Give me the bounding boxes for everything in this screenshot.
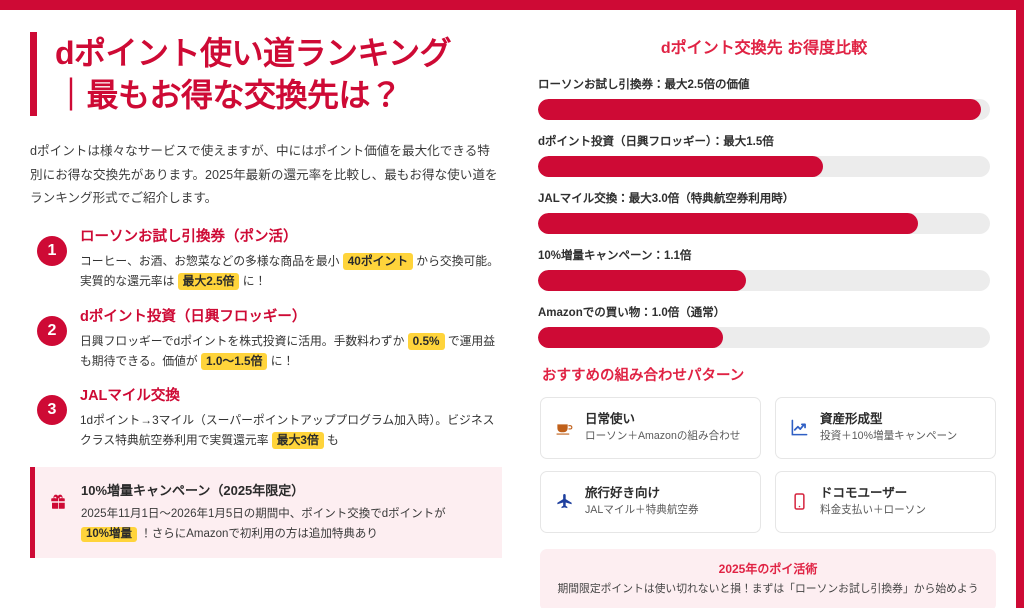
combo-section-heading: おすすめの組み合わせパターン <box>542 368 745 384</box>
ranking-item-3: 3 JALマイル交換 1dポイント→3マイル（スーパーポイントアッププログラム加… <box>30 387 502 450</box>
ranking-desc-1-part-2: から交換可能。実質的な還元率は <box>80 254 499 289</box>
bar-label: 10%増量キャンペーン：1.1倍 <box>538 250 692 262</box>
combo-name-investment: 資産形成型 <box>820 412 883 426</box>
combo-card-daily[interactable]: 日常使い ローソン＋Amazonの組み合わせ <box>540 397 761 460</box>
combo-card-daily-text: 日常使い ローソン＋Amazonの組み合わせ <box>585 411 740 444</box>
campaign-desc-part-2: ！さらにAmazonで初利用の方は追加特典あり <box>140 527 378 540</box>
content-columns: dポイント使い道ランキング ｜最もお得な交換先は？ dポイントは様々なサービスで… <box>0 10 1016 608</box>
airplane-icon <box>554 492 574 512</box>
bar-track <box>538 99 990 120</box>
ranking-desc-2: 日興フロッギーでdポイントを株式投資に活用。手数料わずか 0.5% で運用益も期… <box>80 331 502 372</box>
bar-fill <box>538 327 724 348</box>
ranking-highlight-1a: 40ポイント <box>342 253 414 271</box>
campaign-title: 10%増量キャンペーン（2025年限定） <box>81 482 305 498</box>
bar-row: Amazonでの買い物：1.0倍（通常） <box>538 304 990 348</box>
bar-label: ローソンお試し引換券：最大2.5倍の価値 <box>538 79 750 91</box>
combo-sub-docomo: 料金支払い＋ローソン <box>820 504 926 517</box>
ranking-desc-1-part-1: コーヒー、お酒、お惣菜などの多様な商品を最小 <box>80 254 340 269</box>
bar-label: Amazonでの買い物：1.0倍（通常） <box>538 307 726 319</box>
line-chart-icon <box>789 418 809 438</box>
page-title-line-2: ｜最もお得な交換先は？ <box>55 77 402 114</box>
ranking-desc-2-part-3: に！ <box>270 353 295 368</box>
bar-track <box>538 156 990 177</box>
smartphone-icon <box>789 492 809 512</box>
combo-sub-daily: ローソン＋Amazonの組み合わせ <box>585 430 741 443</box>
ranking-desc-2-part-2: で運用益も期待できる。価値が <box>80 333 496 368</box>
ranking-highlight-2b: 1.0〜1.5倍 <box>201 352 268 370</box>
ranking-title-2: dポイント投資（日興フロッギー） <box>80 308 307 325</box>
combo-name-docomo: ドコモユーザー <box>820 486 908 501</box>
right-accent-bar <box>1016 10 1024 608</box>
ranking-title-3: JALマイル交換 <box>80 388 180 405</box>
ranking-item-2: 2 dポイント投資（日興フロッギー） 日興フロッギーでdポイントを株式投資に活用… <box>30 308 502 371</box>
combo-card-investment[interactable]: 資産形成型 投資＋10%増量キャンペーン <box>775 397 996 460</box>
campaign-highlight: 10%増量 <box>81 526 138 542</box>
left-column: dポイント使い道ランキング ｜最もお得な交換先は？ dポイントは様々なサービスで… <box>0 10 530 608</box>
bar-fill <box>538 156 823 177</box>
page-title-line-1: dポイント使い道ランキング <box>55 35 452 71</box>
ranking-desc-3-part-2: も <box>327 433 339 448</box>
bar-row: ローソンお試し引換券：最大2.5倍の価値 <box>538 76 990 120</box>
ranking-desc-1-part-3: に！ <box>242 274 267 289</box>
campaign-callout: 10%増量キャンペーン（2025年限定） 2025年11月1日〜2026年1月5… <box>30 466 502 558</box>
comparison-bar-chart: ローソンお試し引換券：最大2.5倍の価値 dポイント投資（日興フロッギー）：最大1… <box>538 76 990 348</box>
combo-card-docomo[interactable]: ドコモユーザー 料金支払い＋ローソン <box>775 471 996 534</box>
gift-icon <box>49 493 67 511</box>
combo-card-grid: 日常使い ローソン＋Amazonの組み合わせ 資産形成型 投 <box>540 397 996 534</box>
campaign-desc-part-1: 2025年11月1日〜2026年1月5日の期間中、ポイント交換でdポイントが <box>81 507 446 520</box>
ranking-highlight-1b: 最大2.5倍 <box>177 273 240 291</box>
ranking-highlight-3a: 最大3倍 <box>271 432 324 450</box>
bar-fill <box>538 213 918 234</box>
ranking-highlight-2a: 0.5% <box>407 332 445 350</box>
campaign-desc: 2025年11月1日〜2026年1月5日の期間中、ポイント交換でdポイントが 1… <box>81 504 486 544</box>
bar-label: dポイント投資（日興フロッギー）：最大1.5倍 <box>538 136 774 148</box>
combo-card-investment-text: 資産形成型 投資＋10%増量キャンペーン <box>820 411 957 444</box>
bar-row: 10%増量キャンペーン：1.1倍 <box>538 247 990 291</box>
chart-title: dポイント交換先 お得度比較 <box>660 40 868 57</box>
rank-badge-3: 3 <box>37 395 67 426</box>
bar-fill <box>538 99 981 120</box>
top-accent-bar <box>0 0 1024 10</box>
bar-fill <box>538 270 746 291</box>
tip-callout: 2025年のポイ活術 期間限定ポイントは使い切れないと損！まずは「ローソンお試し… <box>540 549 996 608</box>
ranking-title-1: ローソンお試し引換券（ポン活） <box>80 229 298 246</box>
right-column: dポイント交換先 お得度比較 ローソンお試し引換券：最大2.5倍の価値 dポイント… <box>530 10 1016 608</box>
combo-card-docomo-text: ドコモユーザー 料金支払い＋ローソン <box>820 485 926 518</box>
rank-badge-2: 2 <box>37 315 67 346</box>
rank-badge-1: 1 <box>37 236 67 267</box>
combo-name-travel: 旅行好き向け <box>585 486 661 501</box>
combo-card-travel[interactable]: 旅行好き向け JALマイル＋特典航空券 <box>540 471 761 534</box>
combo-name-daily: 日常使い <box>585 412 636 426</box>
ranking-desc-3: 1dポイント→3マイル（スーパーポイントアッププログラム加入時）。ビジネスクラス… <box>80 410 502 451</box>
coffee-cup-icon <box>554 418 574 438</box>
bar-track <box>538 327 990 348</box>
combo-sub-travel: JALマイル＋特典航空券 <box>585 504 699 517</box>
bar-track <box>538 270 990 291</box>
bar-row: JALマイル交換：最大3.0倍（特典航空券利用時） <box>538 190 990 234</box>
bar-row: dポイント投資（日興フロッギー）：最大1.5倍 <box>538 133 990 177</box>
page-title: dポイント使い道ランキング ｜最もお得な交換先は？ <box>30 32 502 117</box>
intro-paragraph: dポイントは様々なサービスで使えますが、中にはポイント価値を最大化できる特別にお… <box>30 144 498 206</box>
ranking-desc-2-part-1: 日興フロッギーでdポイントを株式投資に活用。手数料わずか <box>80 333 405 348</box>
combo-sub-investment: 投資＋10%増量キャンペーン <box>820 430 958 443</box>
ranking-item-1: 1 ローソンお試し引換券（ポン活） コーヒー、お酒、お惣菜などの多様な商品を最小… <box>30 228 502 291</box>
tip-text: 期間限定ポイントは使い切れないと損！まずは「ローソンお試し引換券」から始めよう <box>557 583 979 596</box>
combo-card-travel-text: 旅行好き向け JALマイル＋特典航空券 <box>585 485 699 518</box>
tip-title: 2025年のポイ活術 <box>718 562 818 577</box>
ranking-desc-3-part-1: 1dポイント→3マイル（スーパーポイントアッププログラム加入時）。ビジネスクラス… <box>80 413 495 448</box>
ranking-desc-1: コーヒー、お酒、お惣菜などの多様な商品を最小 40ポイント から交換可能。実質的… <box>80 251 502 292</box>
bar-label: JALマイル交換：最大3.0倍（特典航空券利用時） <box>538 193 795 205</box>
bar-track <box>538 213 990 234</box>
ranking-list: 1 ローソンお試し引換券（ポン活） コーヒー、お酒、お惣菜などの多様な商品を最小… <box>30 228 502 450</box>
